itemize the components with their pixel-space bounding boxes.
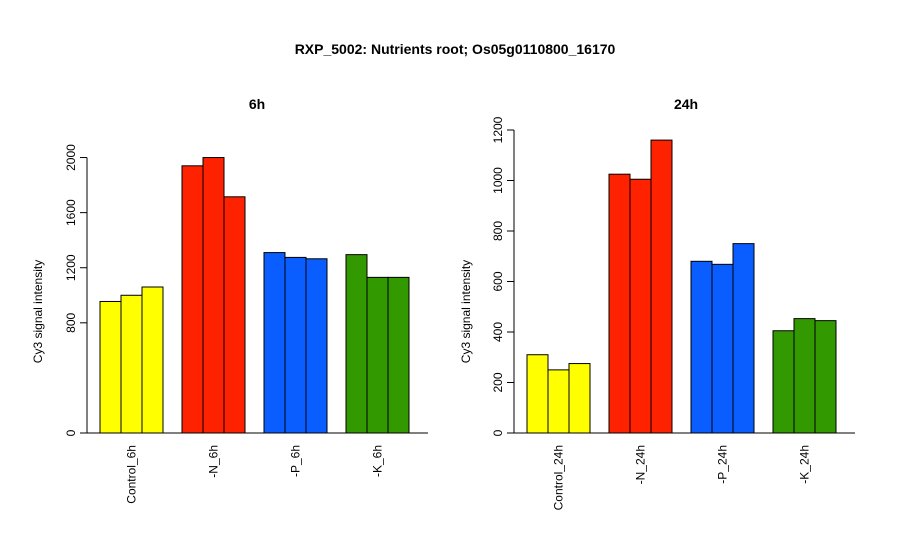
bar — [181, 165, 204, 434]
bar — [345, 254, 368, 434]
y-tick-label: 800 — [64, 312, 78, 332]
x-category-label: -N_6h — [207, 445, 221, 478]
bar — [650, 139, 673, 434]
bar — [568, 363, 591, 434]
x-category-label: Control_24h — [552, 445, 566, 510]
bar — [711, 263, 734, 434]
bar — [305, 258, 328, 434]
x-category-label: -P_24h — [716, 445, 730, 484]
bar — [223, 196, 246, 434]
y-tick-label: 0 — [491, 429, 505, 436]
y-tick-label: 1200 — [64, 254, 78, 281]
y-tick-label: 1600 — [64, 199, 78, 226]
y-tick-label: 800 — [491, 221, 505, 241]
bar — [814, 320, 837, 434]
bar — [547, 369, 570, 434]
bar — [202, 157, 225, 434]
y-axis-label: Cy3 signal intensity — [459, 260, 473, 363]
chart-main-title: RXP_5002: Nutrients root; Os05g0110800_1… — [295, 41, 616, 57]
y-tick-label: 600 — [491, 271, 505, 291]
x-category-label: Control_6h — [125, 445, 139, 504]
x-category-label: -N_24h — [634, 445, 648, 484]
y-tick-label: 1000 — [491, 167, 505, 194]
bar — [366, 276, 389, 434]
y-tick-label: 2000 — [64, 144, 78, 171]
bar — [690, 260, 713, 434]
panel-title: 24h — [674, 96, 698, 112]
bar — [772, 330, 795, 434]
bar — [526, 354, 549, 434]
panel-1: 24h 0 200 400 600 800 1000 1200 Cy3 signal inten… — [459, 96, 855, 510]
bar — [141, 286, 164, 434]
bar — [99, 300, 122, 434]
panel-0: 6h 0 800 1200 1600 2000 Cy3 signal intensity Co… — [31, 96, 428, 504]
bar — [284, 256, 307, 434]
bar — [629, 178, 652, 434]
bar — [387, 276, 410, 434]
y-tick-label: 0 — [64, 429, 78, 436]
bar — [608, 173, 631, 434]
x-category-label: -K_24h — [798, 445, 812, 484]
y-tick-label: 1200 — [491, 116, 505, 143]
y-axis-label: Cy3 signal intensity — [31, 260, 45, 363]
x-category-label: -K_6h — [371, 445, 385, 477]
panel-title: 6h — [249, 96, 265, 112]
y-tick-label: 200 — [491, 372, 505, 392]
bar — [732, 243, 755, 434]
bar — [793, 318, 816, 434]
bar — [263, 252, 286, 434]
y-tick-label: 400 — [491, 322, 505, 342]
bar — [120, 294, 143, 434]
x-category-label: -P_6h — [289, 445, 303, 477]
